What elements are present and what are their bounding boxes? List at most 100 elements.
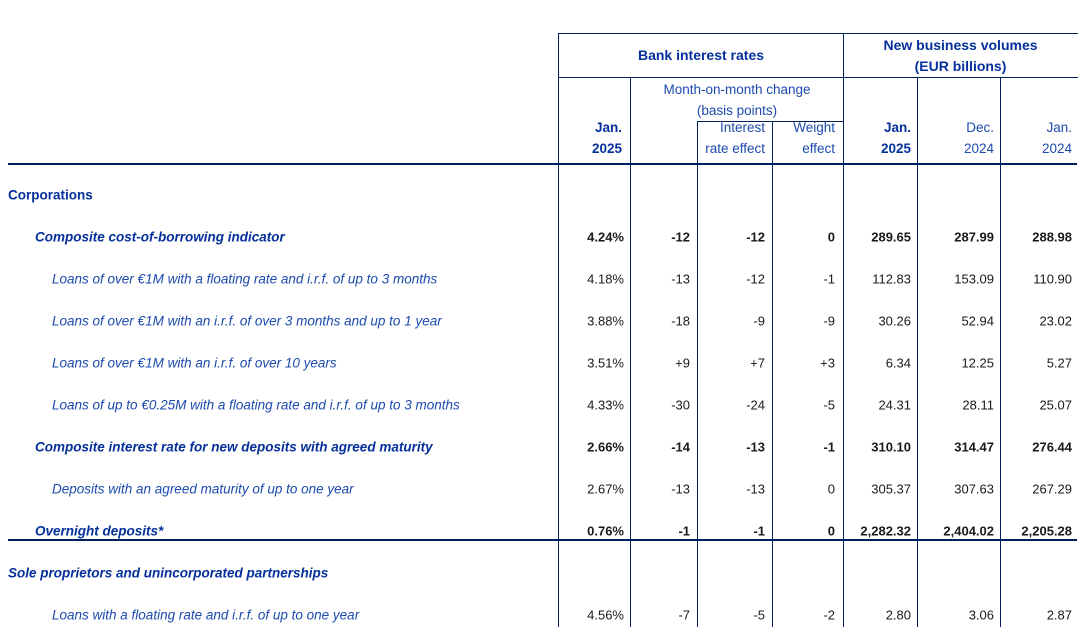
cell-value: 0 [827,523,835,539]
rule-group-separator [843,33,844,627]
cell-value: -13 [671,271,690,287]
cell-value: 2.67% [587,481,624,497]
cell-value: -5 [823,397,835,413]
cell-value: 153.09 [954,271,994,287]
cell-value: 0.76% [587,523,624,539]
cell-value: 23.02 [1039,313,1072,329]
row-label: Sole proprietors and unincorporated part… [8,565,329,581]
column-header-jan-2025-rates: Jan. 2025 [591,120,622,156]
cell-value: 276.44 [1032,439,1072,455]
cell-value: 24.31 [878,397,911,413]
cell-value: 0 [827,481,835,497]
cell-value: 110.90 [1033,271,1072,287]
cell-value: -1 [678,523,690,539]
table-row: Loans of over €1M with a floating rate a… [0,258,1090,300]
cell-value: 3.51% [587,355,624,371]
cell-value: -1 [823,439,835,455]
rule-above-effect-headers [697,121,843,122]
table-row: Composite cost-of-borrowing indicator 4.2… [0,216,1090,258]
cell-value: 2,282.32 [860,523,911,539]
cell-value: 289.65 [871,229,911,245]
cell-value: 25.07 [1039,397,1072,413]
cell-value: +3 [820,355,835,371]
cell-value: 12.25 [961,355,994,371]
cell-value: -30 [671,397,690,413]
cell-value: -7 [678,607,690,623]
table-row: Loans with a floating rate and i.r.f. of… [0,594,1090,636]
rule-col-mom-right [697,121,698,627]
column-header-dec-2024: Dec. 2024 [963,120,994,156]
group-header-new-business-volumes: New business volumes (EUR billions) [883,36,1038,74]
cell-value: -14 [671,439,690,455]
cell-value: 52.94 [961,313,994,329]
cell-value: -24 [746,397,765,413]
subheader-month-on-month-change: Month-on-month change (basis points) [663,81,811,118]
cell-value: 2.87 [1046,607,1072,623]
cell-value: -13 [746,481,765,497]
row-label: Loans with a floating rate and i.r.f. of… [52,607,360,623]
rule-col-dec2024-right [1000,77,1001,627]
column-header-interest-rate-effect: Interest rate effect [705,120,765,156]
cell-value: -9 [823,313,835,329]
cell-value: -18 [671,313,690,329]
cell-value: 112.83 [872,271,911,287]
table-row: Composite interest rate for new deposits… [0,426,1090,468]
cell-value: 310.10 [871,439,911,455]
cell-value: 305.37 [871,481,911,497]
cell-value: 288.98 [1032,229,1072,245]
rule-col-jan2025-rates-right [630,77,631,627]
rule-under-column-headers [8,163,1077,165]
row-label: Loans of up to €0.25M with a floating ra… [52,397,460,413]
cell-value: 2.66% [587,439,624,455]
cell-value: 314.47 [954,439,994,455]
cell-value: 2.80 [885,607,911,623]
table-row: Loans of over €1M with an i.r.f. of over… [0,342,1090,384]
cell-value: 5.27 [1046,355,1072,371]
cell-value: 0 [827,229,835,245]
column-header-jan-2024: Jan. 2024 [1041,120,1072,156]
cell-value: 6.34 [885,355,911,371]
group-header-bank-interest-rates: Bank interest rates [637,47,765,63]
table-row: Loans of over €1M with an i.r.f. of over… [0,300,1090,342]
cell-value: 4.18% [587,271,624,287]
column-header-weight-effect: Weight effect [793,120,835,156]
cell-value: 2,205.28 [1021,523,1072,539]
row-label: Overnight deposits* [35,523,164,539]
cell-value: 2,404.02 [943,523,994,539]
row-label: Corporations [8,187,93,203]
cell-value: -13 [671,481,690,497]
cell-value: -12 [671,229,690,245]
cell-value: 287.99 [954,229,994,245]
table-row: Loans of up to €0.25M with a floating ra… [0,384,1090,426]
table-row: Overnight deposits* 0.76% -1 -1 0 2,282.32 2,4… [0,510,1090,552]
rule-section-separator [8,539,1077,541]
cell-value: 4.56% [587,607,624,623]
row-label: Loans of over €1M with an i.r.f. of over… [52,355,337,371]
rule-col-labels-right [558,33,559,627]
cell-value: 28.11 [962,397,994,413]
cell-value: +9 [675,355,690,371]
cell-value: 267.29 [1032,481,1072,497]
cell-value: 3.06 [968,607,994,623]
cell-value: -12 [746,271,765,287]
cell-value: -2 [823,607,835,623]
cell-value: 3.88% [587,313,624,329]
row-label: Loans of over €1M with an i.r.f. of over… [52,313,442,329]
rule-under-group-headers [558,77,1078,78]
table-row: Corporations [0,174,1090,216]
row-label: Deposits with an agreed maturity of up t… [52,481,354,497]
row-label: Composite interest rate for new deposits… [35,439,433,455]
column-header-jan-2025-volumes: Jan. 2025 [880,120,911,156]
cell-value: 307.63 [954,481,994,497]
cell-value: 4.33% [587,397,624,413]
row-label: Loans of over €1M with a floating rate a… [52,271,438,287]
rule-col-ire-right [772,121,773,627]
cell-value: -13 [746,439,765,455]
rule-top [558,33,1078,34]
cell-value: -12 [746,229,765,245]
cell-value: -1 [823,271,835,287]
table-row: Deposits with an agreed maturity of up t… [0,468,1090,510]
rule-col-jan2025-vol-right [917,77,918,627]
table-row: Sole proprietors and unincorporated part… [0,552,1090,594]
